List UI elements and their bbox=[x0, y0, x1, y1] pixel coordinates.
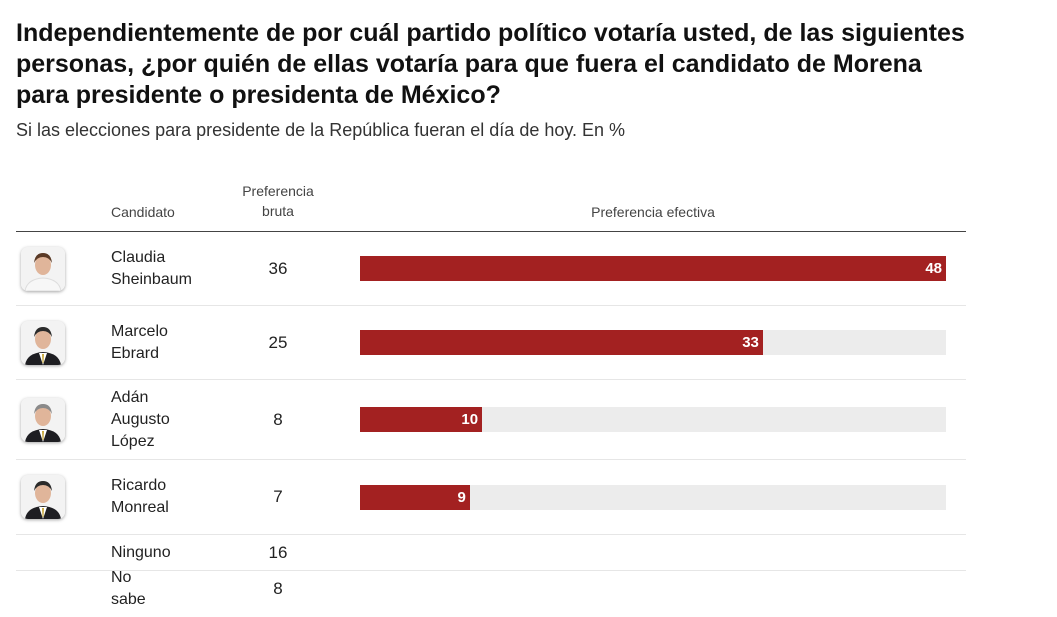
raw-preference-value: 25 bbox=[268, 332, 288, 352]
table-row: Ricardo Monreal 7 9 bbox=[16, 460, 966, 535]
chart-subtitle: Si las elecciones para presidente de la … bbox=[16, 120, 626, 140]
candidate-name: Adán Augusto López bbox=[111, 388, 170, 450]
raw-preference-value: 7 bbox=[273, 487, 283, 506]
effective-preference-bar: 48 bbox=[360, 256, 946, 281]
header-effective: Preferencia efectiva bbox=[591, 204, 715, 220]
raw-preference-value: 16 bbox=[268, 542, 288, 562]
candidate-photo-woman-icon bbox=[21, 246, 65, 291]
candidate-name: Marcelo Ebrard bbox=[111, 322, 168, 362]
table-row: Adán Augusto López 8 10 bbox=[16, 380, 966, 460]
table-row: Claudia Sheinbaum 36 48 bbox=[16, 232, 966, 306]
candidate-name: Ricardo Monreal bbox=[111, 477, 169, 516]
table-row: Marcelo Ebrard 25 33 bbox=[16, 306, 966, 380]
header-candidate: Candidato bbox=[111, 204, 175, 220]
bar-track: 48 bbox=[360, 256, 946, 281]
raw-preference-value: 8 bbox=[273, 409, 283, 429]
candidate-name: No sabe bbox=[111, 569, 146, 608]
header-raw: Preferencia bruta bbox=[242, 183, 314, 219]
effective-preference-bar: 9 bbox=[360, 484, 470, 510]
bar-value-label: 9 bbox=[457, 488, 466, 506]
raw-preference-value: 8 bbox=[273, 579, 283, 598]
bar-value-label: 48 bbox=[925, 260, 942, 277]
header-divider bbox=[16, 231, 966, 232]
bar-track: 9 bbox=[360, 484, 946, 510]
candidate-photo-man-icon bbox=[21, 397, 65, 442]
effective-preference-bar: 33 bbox=[360, 330, 763, 355]
bar-value-label: 33 bbox=[742, 334, 759, 351]
effective-preference-bar: 10 bbox=[360, 407, 483, 432]
bar-track: 10 bbox=[360, 407, 946, 432]
candidate-name: Ninguno bbox=[111, 543, 171, 561]
bar-value-label: 10 bbox=[461, 411, 479, 428]
candidate-name: Claudia Sheinbaum bbox=[111, 248, 192, 288]
table-row: Ninguno 16 bbox=[16, 535, 966, 571]
bar-track: 33 bbox=[360, 330, 946, 355]
candidate-photo-man-icon bbox=[21, 320, 65, 365]
table-row: No sabe 8 bbox=[16, 569, 966, 608]
chart-title: Independientemente de por cuál partido p… bbox=[16, 19, 965, 109]
candidate-photo-man-icon bbox=[21, 475, 65, 519]
raw-preference-value: 36 bbox=[268, 258, 288, 278]
